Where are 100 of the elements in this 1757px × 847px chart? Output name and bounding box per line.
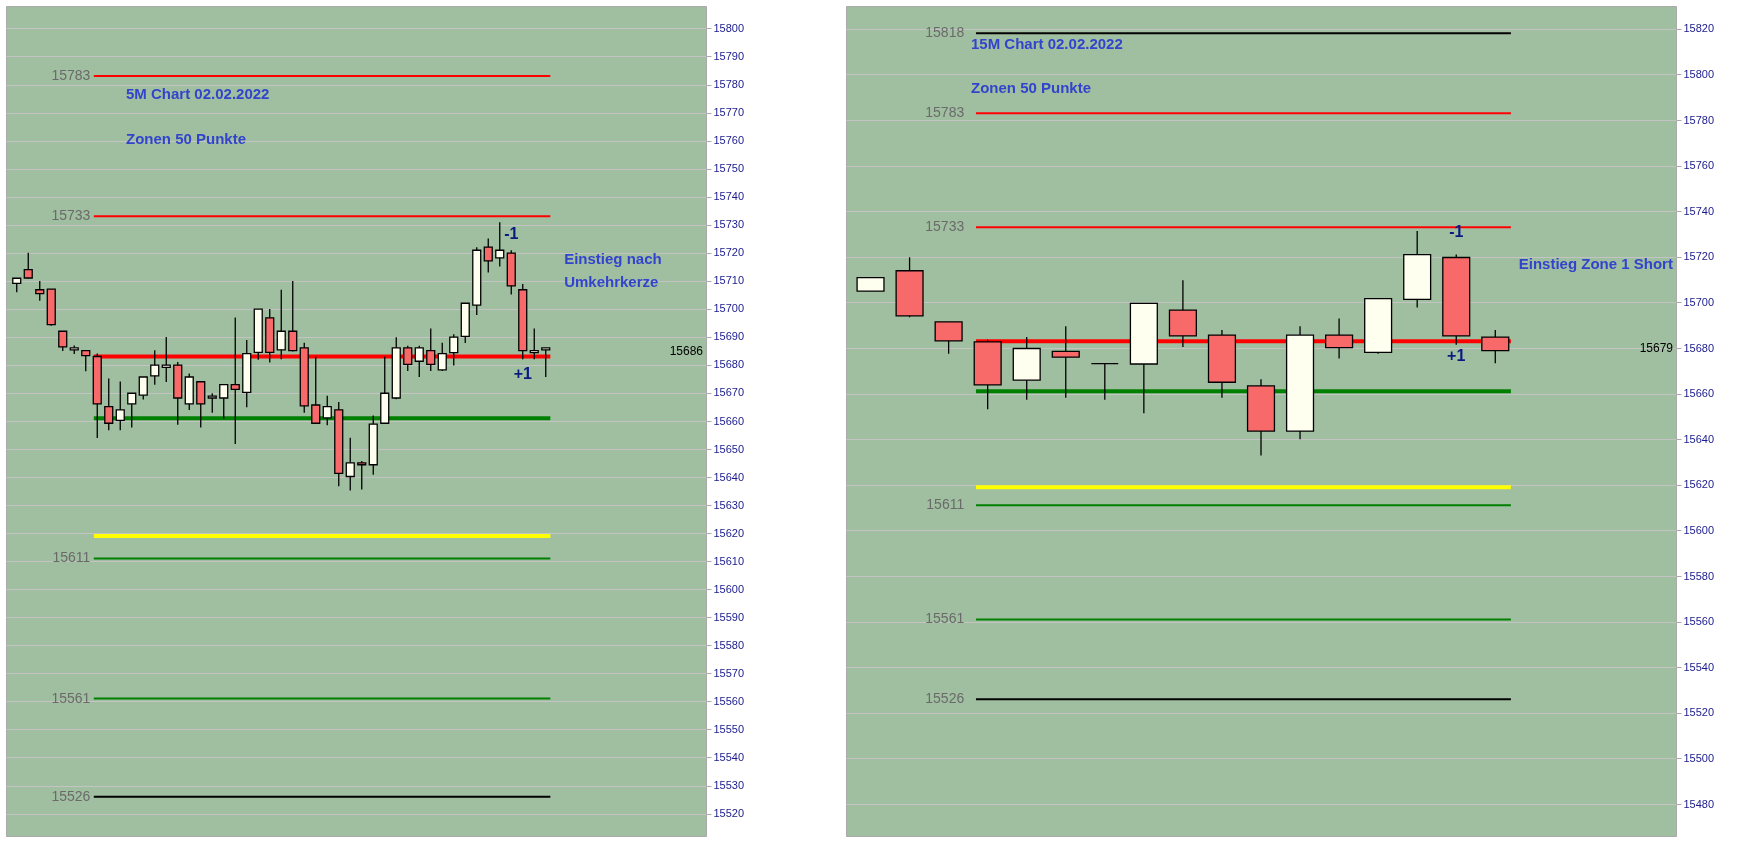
candlestick [311, 355, 321, 425]
y-tick-label: 15740 [1683, 204, 1715, 217]
y-tick-label: 15700 [1683, 295, 1715, 308]
candlestick [529, 327, 539, 360]
y-tick-label: 15670 [713, 386, 745, 399]
y-tick-label: 15640 [1683, 432, 1715, 445]
candlestick [1090, 362, 1119, 401]
candlestick [437, 342, 447, 372]
ref-line-label: 15526 [51, 787, 91, 804]
candlestick [196, 381, 206, 429]
y-tick-label: 15660 [713, 414, 745, 427]
y-tick-label: 15740 [713, 190, 745, 203]
candlestick [23, 252, 33, 280]
ref-line-label: 15783 [51, 67, 91, 84]
candlestick [81, 349, 91, 373]
candlestick [276, 289, 286, 360]
candlestick [1051, 325, 1080, 399]
y-tick-label: 15520 [1683, 706, 1715, 719]
ref-line-label: 15561 [925, 610, 965, 627]
y-tick-label: 15690 [713, 330, 745, 343]
ref-line-label: 15526 [925, 690, 965, 707]
y-tick-label: 15650 [713, 442, 745, 455]
ref-line-label: 15561 [51, 689, 91, 706]
y-tick-label: 15520 [713, 807, 745, 820]
annotation: Umkehrkerze [564, 273, 659, 290]
annotation: 15679 [1639, 341, 1674, 355]
y-tick-label: 15760 [1683, 159, 1715, 172]
text: 5M Chart 02.02.2022 [126, 85, 270, 102]
y-tick-label: 15600 [1683, 523, 1715, 536]
y-tick-label: 15780 [713, 78, 745, 91]
candlestick [288, 280, 298, 353]
annotation: -1 [1449, 223, 1464, 240]
y-tick-label: 15800 [1683, 67, 1715, 80]
y-tick-label: 15530 [713, 779, 745, 792]
candlestick [357, 460, 367, 491]
y-tick-label: 15610 [713, 554, 745, 567]
candlestick [150, 349, 160, 386]
candlestick [219, 383, 229, 420]
y-tick-label: 15720 [713, 246, 745, 259]
y-tick-label: 15700 [713, 302, 745, 315]
y-tick-label: 15590 [713, 610, 745, 623]
text: Zonen 50 Punkte [126, 130, 247, 147]
annotation: 15686 [669, 344, 704, 358]
annotation: Einstieg nach [564, 250, 662, 267]
y-tick-label: 15720 [1683, 250, 1715, 263]
y-tick-label: 15540 [1683, 660, 1715, 673]
y-tick-label: 15770 [713, 106, 745, 119]
ref-line-label: 15611 [52, 549, 91, 566]
y-tick-label: 15560 [1683, 615, 1715, 628]
candlestick [207, 392, 217, 414]
candlestick [449, 333, 459, 367]
candlestick [541, 347, 551, 378]
y-tick-label: 15500 [1683, 751, 1715, 764]
candlestick [230, 316, 240, 445]
annotation: +1 [1447, 347, 1466, 364]
y-tick-label: 15710 [713, 274, 745, 287]
y-tick-label: 15630 [713, 498, 745, 511]
y-tick-label: 15640 [713, 470, 745, 483]
candlestick [115, 380, 125, 431]
y-tick-label: 15760 [713, 134, 745, 147]
y-tick-label: 15780 [1683, 113, 1715, 126]
y-tick-label: 15730 [713, 218, 745, 231]
candlestick [495, 221, 505, 268]
y-tick-label: 15480 [1683, 797, 1715, 810]
candlestick [127, 392, 137, 429]
candlestick [403, 345, 413, 372]
annotation: -1 [504, 225, 519, 242]
ref-line-label: 15818 [925, 24, 965, 41]
ref-line-label: 15733 [925, 218, 965, 235]
candlestick [58, 330, 68, 352]
candlestick [138, 376, 148, 401]
y-tick-label: 15680 [713, 358, 745, 371]
candlestick [322, 395, 332, 426]
annotation: Einstieg Zone 1 Short [1518, 255, 1673, 272]
y-tick-label: 15820 [1683, 22, 1715, 35]
ref-line-label: 15733 [51, 207, 91, 224]
y-tick-label: 15620 [1683, 478, 1715, 491]
y-tick-label: 15600 [713, 582, 745, 595]
ref-line-label: 15611 [926, 496, 965, 513]
y-tick-label: 15790 [713, 49, 745, 62]
y-tick-label: 15580 [1683, 569, 1715, 582]
y-tick-label: 15550 [713, 722, 745, 735]
y-tick-label: 15750 [713, 162, 745, 175]
text: 15M Chart 02.02.2022 [971, 35, 1123, 52]
annotation: +1 [513, 365, 532, 382]
y-tick-label: 15680 [1683, 341, 1715, 354]
candlestick [345, 437, 355, 492]
y-tick-label: 15570 [713, 666, 745, 679]
y-tick-label: 15540 [713, 750, 745, 763]
y-tick-label: 15580 [713, 638, 745, 651]
y-tick-label: 15620 [713, 526, 745, 539]
candlestick [414, 345, 424, 378]
ref-line-label: 15783 [925, 104, 965, 121]
text: Zonen 50 Punkte [971, 79, 1092, 96]
candlestick [104, 377, 114, 431]
y-tick-label: 15660 [1683, 387, 1715, 400]
candlestick [483, 237, 493, 274]
candlestick [35, 280, 45, 302]
y-tick-label: 15800 [713, 21, 745, 34]
candlestick [426, 327, 436, 372]
